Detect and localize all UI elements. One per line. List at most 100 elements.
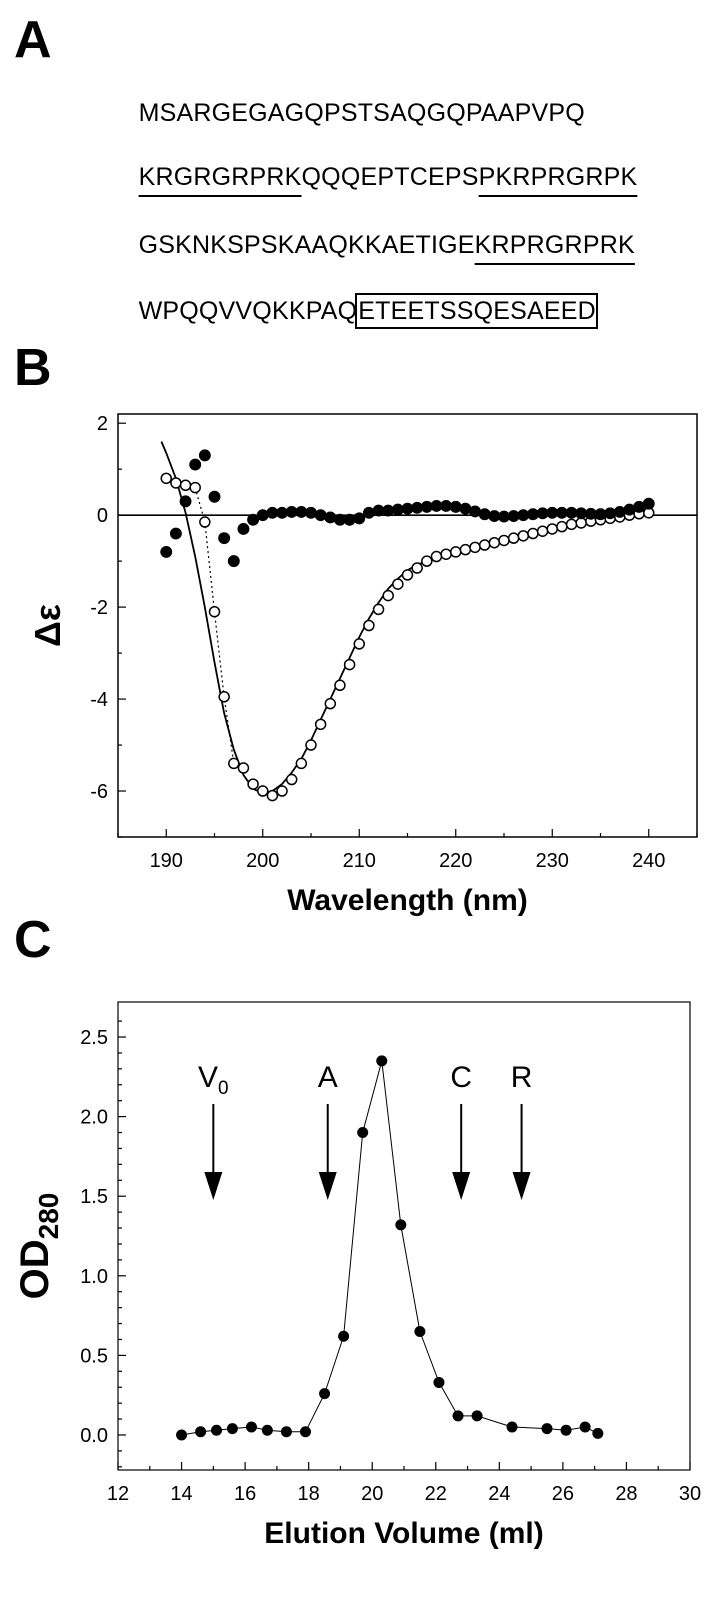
data-point bbox=[579, 1421, 591, 1433]
y-tick-label: 0.5 bbox=[80, 1345, 108, 1367]
filled-data-point bbox=[633, 500, 646, 513]
open-data-point bbox=[430, 550, 443, 563]
open-data-point bbox=[324, 697, 337, 710]
open-data-point bbox=[314, 718, 327, 731]
x-tick-label: 12 bbox=[107, 1483, 129, 1505]
open-data-point bbox=[170, 477, 182, 489]
filled-data-point bbox=[353, 512, 366, 525]
sequence-line: KRGRGRPRKQQQEPTCEPSPKRPRGRPK bbox=[110, 134, 638, 221]
open-data-point bbox=[421, 555, 433, 567]
filled-data-point bbox=[266, 506, 279, 519]
data-point bbox=[395, 1219, 407, 1231]
marker-label: A bbox=[318, 1061, 338, 1094]
filled-data-point bbox=[584, 507, 597, 520]
open-data-point bbox=[469, 541, 481, 554]
x-tick-label: 200 bbox=[246, 850, 279, 872]
marker-label: R bbox=[511, 1061, 533, 1094]
open-data-point bbox=[179, 479, 192, 492]
data-point bbox=[319, 1388, 331, 1400]
arrow-down-icon bbox=[512, 1172, 531, 1200]
data-point bbox=[452, 1410, 464, 1422]
data-point bbox=[357, 1127, 369, 1139]
sequence-segment: MSARGEGAGQPSTSAQGQPAAPVPQ bbox=[138, 99, 585, 127]
filled-data-point bbox=[208, 490, 221, 503]
data-point bbox=[471, 1410, 483, 1422]
open-data-point bbox=[411, 562, 423, 574]
open-data-point bbox=[459, 543, 472, 556]
panel-label-a: A bbox=[14, 11, 52, 69]
open-data-point bbox=[276, 785, 288, 797]
open-data-point bbox=[247, 778, 259, 790]
data-point bbox=[592, 1427, 604, 1439]
dotted-fit-line bbox=[194, 487, 235, 764]
open-data-point bbox=[575, 517, 587, 529]
x-tick-label: 28 bbox=[615, 1483, 637, 1505]
data-point bbox=[414, 1326, 426, 1338]
open-data-point bbox=[556, 520, 568, 533]
open-data-point bbox=[218, 691, 230, 703]
filled-data-point bbox=[642, 497, 655, 510]
x-tick-label: 20 bbox=[361, 1483, 383, 1505]
open-data-point bbox=[257, 785, 269, 797]
y-tick-label: 2.5 bbox=[80, 1027, 108, 1049]
open-data-point bbox=[507, 532, 520, 544]
plot-frame bbox=[117, 413, 698, 838]
filled-data-point bbox=[198, 449, 211, 462]
open-data-point bbox=[401, 569, 414, 581]
filled-data-point bbox=[295, 505, 308, 518]
x-tick-label: 18 bbox=[298, 1483, 320, 1505]
open-data-point bbox=[189, 481, 201, 494]
open-data-point bbox=[160, 472, 172, 485]
open-data-point bbox=[343, 658, 356, 671]
open-data-point bbox=[517, 530, 530, 542]
filled-data-point bbox=[411, 501, 424, 514]
data-point bbox=[433, 1376, 445, 1388]
filled-data-point bbox=[536, 507, 549, 520]
filled-data-point bbox=[517, 509, 530, 522]
marker-label: C bbox=[450, 1061, 472, 1094]
y-tick-label: 1.5 bbox=[80, 1186, 108, 1208]
open-data-point bbox=[498, 534, 510, 547]
x-tick-label: 210 bbox=[343, 850, 376, 872]
x-tick-label: 24 bbox=[488, 1483, 510, 1505]
open-data-point bbox=[392, 578, 404, 590]
open-data-point bbox=[527, 527, 539, 540]
filled-data-point bbox=[285, 505, 298, 518]
filled-data-point bbox=[372, 504, 385, 517]
filled-data-point bbox=[565, 506, 578, 519]
filled-data-point bbox=[179, 495, 192, 508]
filled-data-point bbox=[449, 500, 462, 513]
filled-data-point bbox=[227, 555, 240, 568]
filled-data-point bbox=[237, 522, 250, 535]
filled-data-point bbox=[256, 509, 269, 522]
filled-data-point bbox=[343, 513, 356, 526]
fit-curve bbox=[160, 441, 649, 795]
y-tick-label: -2 bbox=[90, 597, 108, 619]
x-tick-label: 30 bbox=[679, 1483, 701, 1505]
data-point bbox=[280, 1426, 292, 1438]
filled-data-point bbox=[160, 545, 173, 558]
filled-data-point bbox=[247, 513, 260, 526]
open-data-point bbox=[305, 739, 317, 751]
open-data-point bbox=[199, 516, 211, 528]
filled-data-point bbox=[459, 502, 472, 515]
data-point bbox=[176, 1429, 188, 1441]
y-tick-label: 0.0 bbox=[80, 1425, 108, 1447]
open-data-point bbox=[353, 638, 365, 650]
open-data-point bbox=[208, 605, 221, 618]
filled-data-point bbox=[305, 506, 317, 519]
sequence-line: WPQQVVQKKPAQETEETSSQESAEED bbox=[110, 268, 598, 355]
data-point bbox=[261, 1424, 273, 1436]
filled-data-point bbox=[507, 510, 520, 523]
sequence-segment: WPQQVVQKKPAQ bbox=[138, 297, 358, 325]
open-data-point bbox=[536, 525, 549, 537]
y-tick-label: -6 bbox=[90, 781, 108, 803]
filled-data-point bbox=[420, 500, 433, 513]
sequence-segment-underlined: PKRPRGRPK bbox=[478, 163, 638, 191]
filled-data-point bbox=[555, 506, 568, 519]
data-point bbox=[195, 1426, 207, 1438]
filled-data-point bbox=[362, 506, 375, 519]
arrow-down-icon bbox=[204, 1172, 223, 1200]
data-point bbox=[211, 1424, 223, 1436]
filled-data-point bbox=[324, 511, 337, 524]
